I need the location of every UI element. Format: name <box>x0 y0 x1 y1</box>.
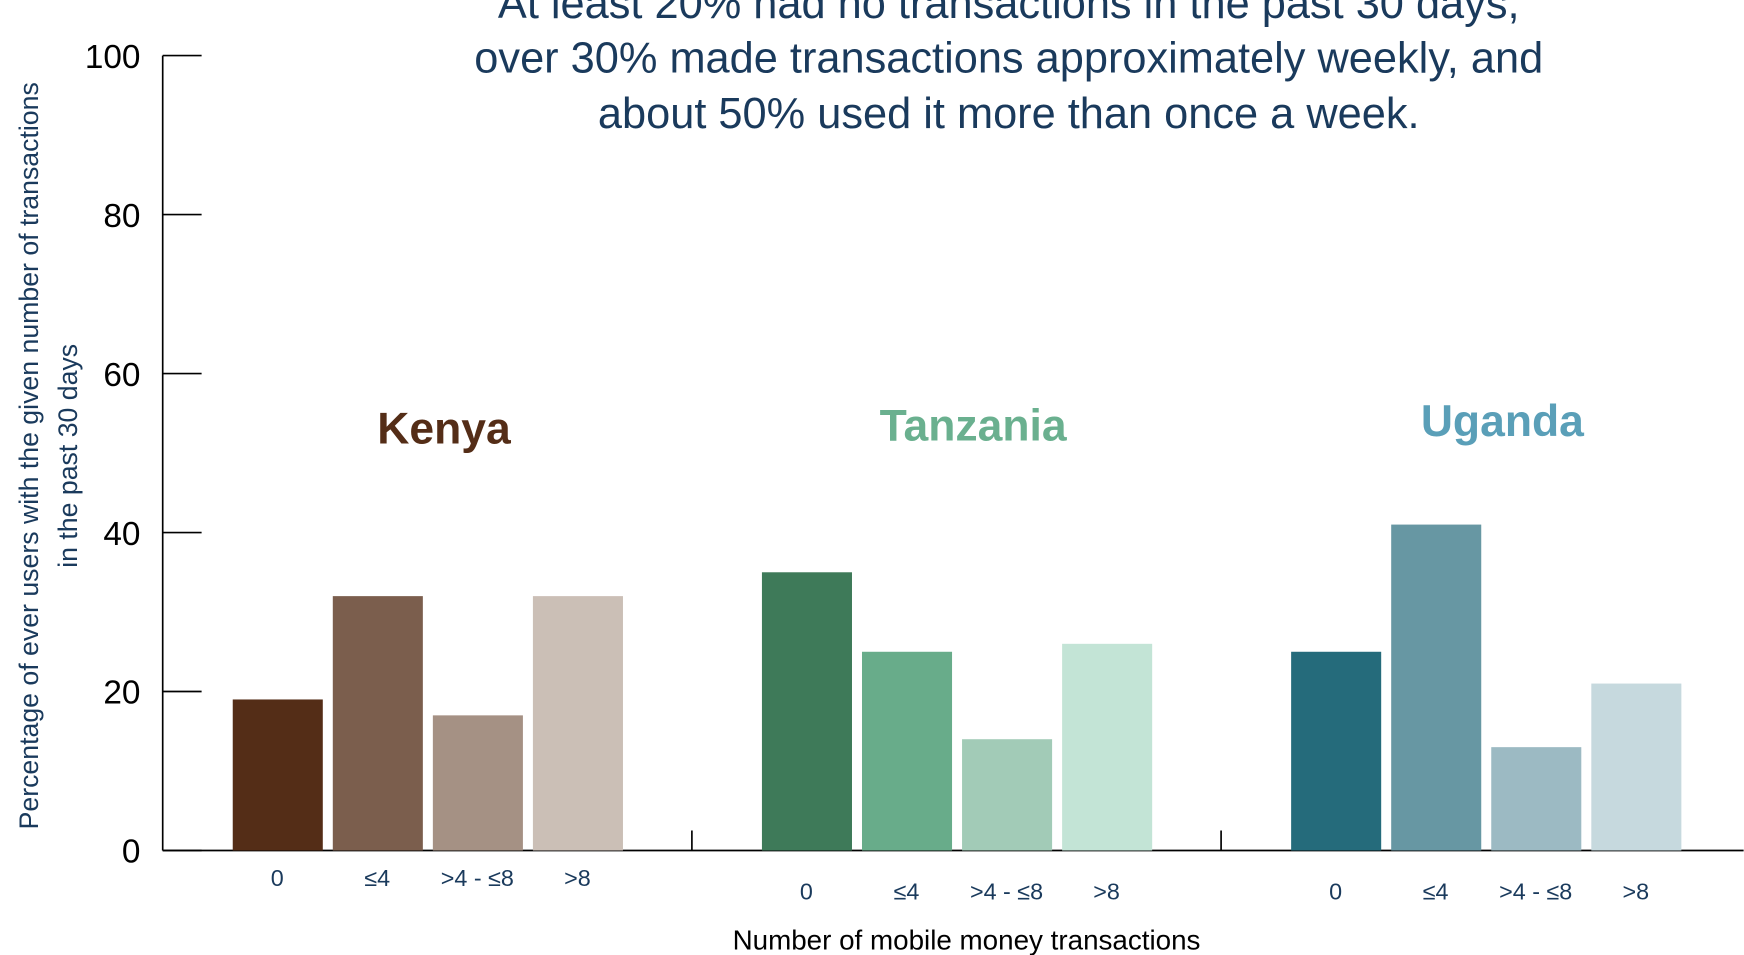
y-axis-label: Percentage of ever users with the given … <box>14 82 83 829</box>
bar <box>861 651 953 851</box>
x-tick-label: >8 <box>1622 878 1649 904</box>
x-axis-label: Number of mobile money transactions <box>733 924 1201 955</box>
bar <box>1491 747 1582 851</box>
group-label: Tanzania <box>880 401 1068 450</box>
x-tick-label: >4 - ≤8 <box>970 878 1043 904</box>
group-label: Kenya <box>377 405 512 454</box>
y-tick-label: 100 <box>85 39 141 76</box>
x-tick-label: >8 <box>564 865 591 891</box>
y-tick-label: 80 <box>103 198 140 235</box>
bar <box>962 739 1053 851</box>
y-tick-label: 60 <box>103 357 140 394</box>
x-tick-label: 0 <box>1329 878 1342 904</box>
y-tick-label: 40 <box>103 516 140 553</box>
x-tick-label: >4 - ≤8 <box>441 865 514 891</box>
bar <box>432 715 523 851</box>
bar <box>332 596 423 851</box>
bar <box>1591 683 1682 851</box>
x-tick-label: 0 <box>271 865 284 891</box>
chart-title: At least 20% had no transactions in the … <box>498 0 1520 28</box>
x-tick-label: ≤4 <box>364 865 390 891</box>
bar <box>1062 643 1153 851</box>
y-tick-label: 0 <box>122 834 141 871</box>
x-tick-label: 0 <box>800 878 813 904</box>
y-tick-label: 20 <box>103 675 140 712</box>
bar <box>532 596 623 851</box>
chart-title: over 30% made transactions approximately… <box>474 34 1543 82</box>
bar <box>1391 524 1482 851</box>
chart-title: about 50% used it more than once a week. <box>598 90 1420 138</box>
y-axis-label-line: Percentage of ever users with the given … <box>14 82 44 829</box>
x-tick-label: >8 <box>1093 878 1120 904</box>
x-tick-label: ≤4 <box>894 878 920 904</box>
bar <box>761 572 852 851</box>
bar <box>232 699 323 851</box>
bar <box>1291 651 1382 851</box>
x-tick-label: ≤4 <box>1423 878 1449 904</box>
x-tick-label: >4 - ≤8 <box>1499 878 1572 904</box>
group-label: Uganda <box>1421 397 1585 446</box>
y-axis-label-line: in the past 30 days <box>53 344 83 568</box>
